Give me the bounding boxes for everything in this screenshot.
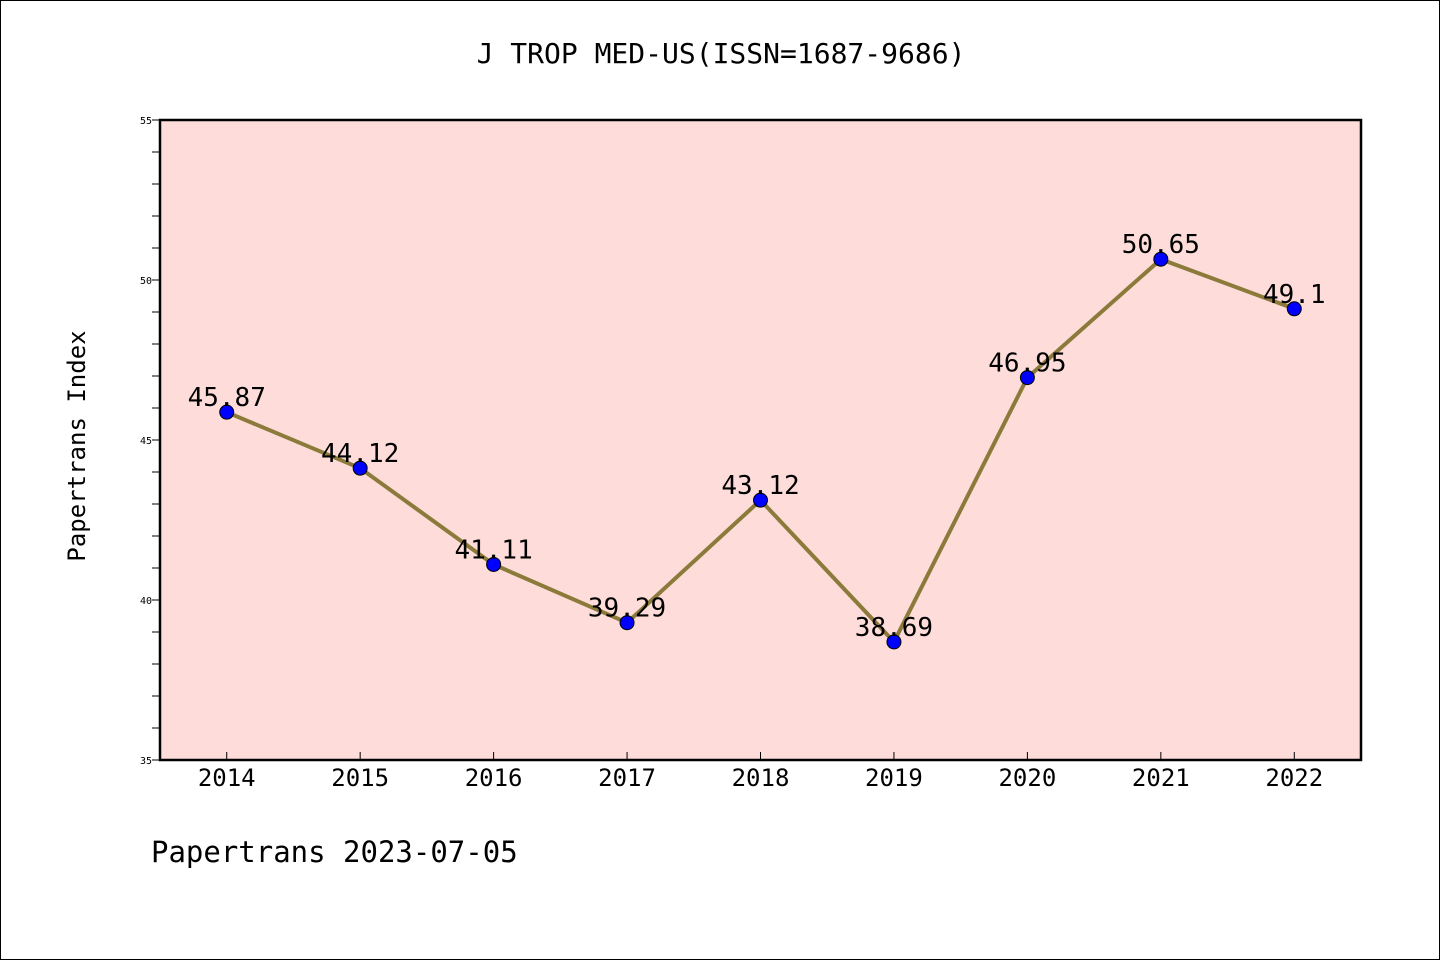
data-labels: 45.87 44.12 41.11 39.29 43.12 38.69 46.95 50.65… — [188, 230, 1326, 643]
data-point — [619, 615, 635, 631]
y-tick-label: 40 — [140, 596, 152, 607]
x-tick-label: 2018 — [732, 764, 790, 792]
data-label: 46.95 — [988, 349, 1066, 379]
data-point — [219, 404, 235, 420]
chart-title: J TROP MED-US(ISSN=1687-9686) — [476, 37, 966, 70]
data-point — [352, 460, 368, 476]
data-point — [886, 634, 902, 650]
data-label: 38.69 — [855, 613, 933, 643]
data-label: 44.12 — [321, 439, 399, 469]
x-tick-label: 2020 — [998, 764, 1056, 792]
data-point — [753, 492, 768, 508]
x-tick-label: 2015 — [331, 764, 389, 792]
data-point — [1286, 301, 1302, 317]
footer-note: Papertrans 2023-07-05 — [151, 835, 518, 869]
series-points — [219, 251, 1302, 650]
plot-area — [158, 118, 1363, 762]
y-tick-label: 45 — [140, 436, 152, 447]
y-tick-label: 35 — [140, 756, 152, 767]
y-axis-label: Papertrans Index — [63, 330, 91, 561]
data-label: 43.12 — [721, 471, 799, 501]
y-tick-label: 55 — [140, 116, 152, 127]
x-tick-label: 2021 — [1132, 764, 1190, 792]
x-tick-label: 2019 — [865, 764, 923, 792]
y-tick-label: 50 — [140, 276, 152, 287]
data-label: 41.11 — [454, 535, 532, 565]
data-point — [1153, 251, 1169, 267]
x-axis: 2014 2015 2016 2017 2018 2019 2020 2021 2022 — [198, 752, 1323, 792]
data-label: 45.87 — [188, 383, 266, 413]
x-tick-label: 2017 — [598, 764, 656, 792]
x-tick-label: 2022 — [1265, 764, 1323, 792]
y-axis: 35 40 45 50 55 — [140, 116, 160, 767]
x-tick-label: 2014 — [198, 764, 256, 792]
data-label: 49.1 — [1263, 280, 1326, 310]
data-point — [486, 556, 502, 572]
data-label: 39.29 — [588, 594, 666, 624]
data-point — [1019, 370, 1035, 386]
data-label: 50.65 — [1122, 230, 1200, 260]
x-tick-label: 2016 — [465, 764, 523, 792]
